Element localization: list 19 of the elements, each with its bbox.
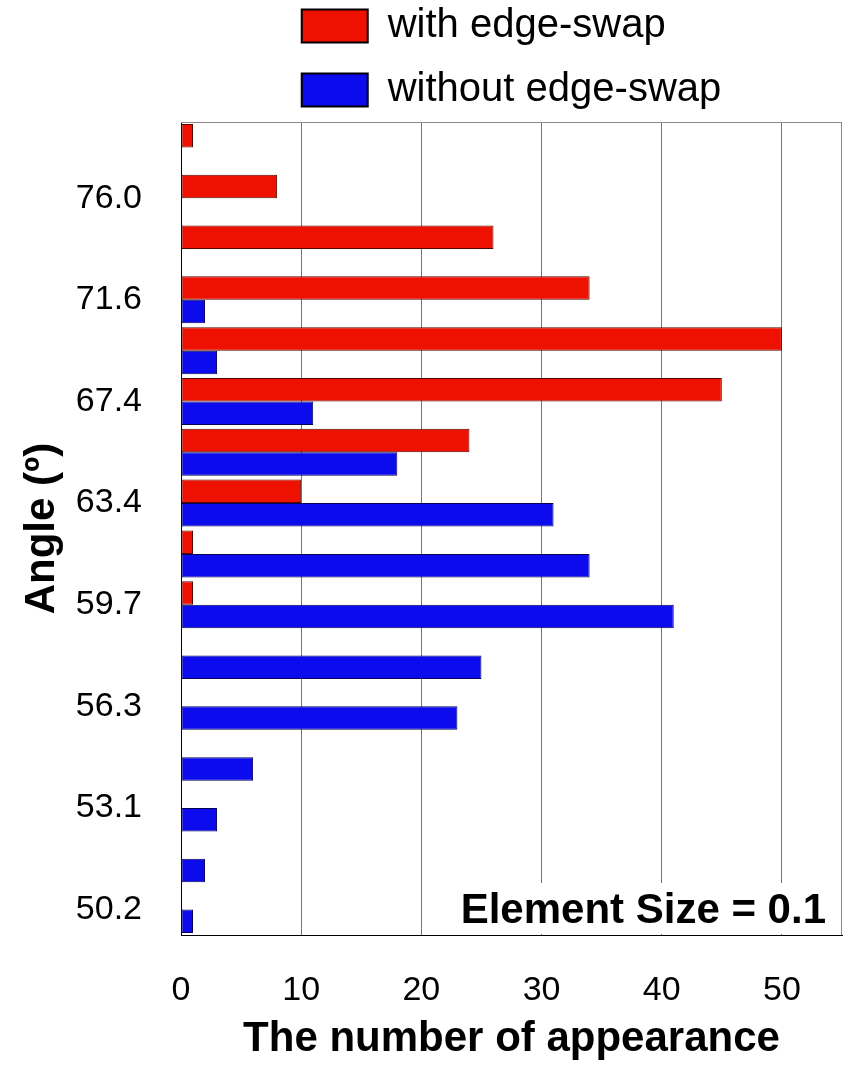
y-tick-label: 67.4 [75,379,142,418]
y-tick-label: 50.2 [75,887,142,926]
annotation: Element Size = 0.1 [460,884,826,932]
y-tick-label: 76.0 [75,176,142,215]
x-tick-label: 0 [171,968,191,1007]
x-tick-label: 50 [763,968,801,1007]
x-axis-title: The number of appearance [243,1013,780,1061]
legend-label: with edge-swap [386,1,666,46]
y-tick-label: 71.6 [75,278,142,317]
y-tick-label: 59.7 [75,583,142,622]
x-tick-label: 20 [402,968,441,1007]
y-axis-title: Angle (º) [15,442,63,615]
x-tick-label: 30 [522,968,561,1007]
x-tick-label: 40 [642,968,681,1007]
y-tick-label: 53.1 [75,786,142,825]
y-tick-label: 63.4 [75,481,142,520]
y-tick-label: 56.3 [75,684,142,723]
x-tick-label: 10 [282,968,321,1007]
legend-label: without edge-swap [386,65,722,110]
